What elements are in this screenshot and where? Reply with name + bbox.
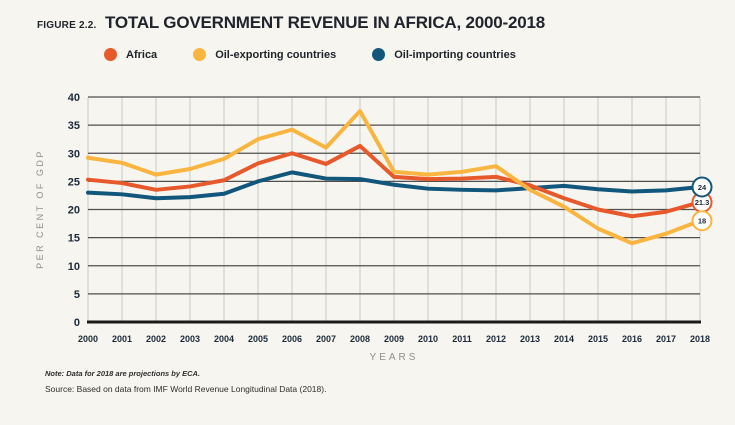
legend-dot-oil-importing-countries [372,48,386,61]
y-tick-25: 25 [68,176,80,188]
legend-label-oil-importing-countries: Oil-importing countries [394,48,516,61]
series-line-africa [86,143,702,219]
legend-item-oil-importing-countries: Oil-importing countries [372,48,516,61]
x-tick-2018: 2018 [690,334,710,344]
x-tick-2007: 2007 [316,334,336,344]
x-tick-2005: 2005 [248,334,268,344]
y-axis-title: PER CENT OF GDP [35,149,45,269]
x-tick-2010: 2010 [418,334,438,344]
x-tick-2000: 2000 [78,334,98,344]
y-tick-30: 30 [68,148,80,160]
x-tick-2003: 2003 [180,334,200,344]
end-value-circle-oil-exporting-countries [691,210,713,232]
x-tick-2008: 2008 [350,334,370,344]
y-tick-0: 0 [74,317,80,329]
y-tick-20: 20 [68,205,80,217]
x-tick-2011: 2011 [452,334,472,344]
y-tick-35: 35 [68,120,80,132]
figure-title: TOTAL GOVERNMENT REVENUE IN AFRICA, 2000… [105,13,546,32]
legend-dot-oil-exporting-countries [193,48,207,61]
legend-label-oil-exporting-countries: Oil-exporting countries [215,48,337,61]
legend-item-africa: Africa [104,48,157,61]
figure-header: FIGURE 2.2. TOTAL GOVERNMENT REVENUE IN … [37,13,545,33]
x-tick-2002: 2002 [146,334,166,344]
end-value-badge-oil-importing-countries: 24 [691,176,713,198]
x-tick-2017: 2017 [656,334,676,344]
x-tick-2009: 2009 [384,334,404,344]
legend-label-africa: Africa [126,48,158,61]
y-tick-5: 5 [74,289,80,301]
end-value-text-africa: 21.3 [695,198,710,207]
x-tick-2013: 2013 [520,334,540,344]
figure-source: Source: Based on data from IMF World Rev… [45,384,327,394]
x-tick-2012: 2012 [486,334,506,344]
x-tick-2004: 2004 [214,334,234,344]
figure-note: Note: Data for 2018 are projections by E… [45,369,201,378]
y-tick-10: 10 [68,261,80,273]
end-value-text-oil-importing-countries: 24 [698,183,707,192]
y-tick-40: 40 [68,92,80,104]
y-tick-15: 15 [68,233,80,245]
x-tick-2014: 2014 [554,334,574,344]
x-tick-2001: 2001 [112,334,132,344]
end-value-badge-oil-exporting-countries: 18 [691,210,713,232]
end-value-circle-oil-importing-countries [691,176,713,198]
x-tick-2015: 2015 [588,334,608,344]
end-value-text-oil-exporting-countries: 18 [698,217,706,226]
legend-dot-africa [104,48,117,61]
x-tick-2006: 2006 [282,334,302,344]
x-axis-title: YEARS [369,352,419,363]
series-line-oil-importing-countries [86,170,702,201]
chart-legend: Africa Oil-exporting countries Oil-importi… [104,48,516,61]
legend-item-oil-exporting-countries: Oil-exporting countries [193,48,336,61]
series-line-oil-exporting-countries [86,109,702,246]
figure-number: FIGURE 2.2. [37,20,97,31]
x-tick-2016: 2016 [622,334,642,344]
